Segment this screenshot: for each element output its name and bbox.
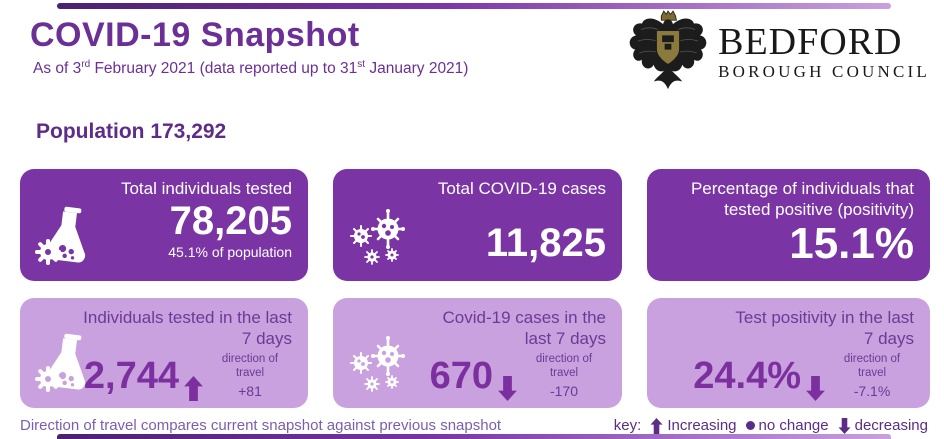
bottom-accent-bar <box>57 434 891 439</box>
card-cases-last-7-days: Covid-19 cases in the last 7 days 670 di… <box>333 298 622 408</box>
card-value: 11,825 <box>485 221 606 265</box>
key-label: key: <box>613 417 642 434</box>
subtitle-superscript: st <box>357 58 366 70</box>
direction-label-line2: travel <box>549 366 579 379</box>
seven-day-card-row: Individuals tested in the last 7 days 2,… <box>20 298 930 408</box>
card-value: 24.4% <box>693 355 801 398</box>
card-title-line2: 7 days <box>863 329 914 349</box>
card-tested-last-7-days: Individuals tested in the last 7 days 2,… <box>20 298 308 408</box>
key-item-decreasing: decreasing <box>838 417 928 434</box>
change-value: +81 <box>238 383 262 400</box>
card-total-covid-cases: Total COVID-19 cases 11,825 <box>333 169 622 281</box>
key-item-no-change: no change <box>745 417 829 434</box>
down-arrow-icon <box>498 376 517 401</box>
key-item-label: Increasing <box>667 417 737 434</box>
card-title: Total COVID-19 cases <box>437 179 606 198</box>
card-title: Test positivity in the last 7 days <box>661 307 914 350</box>
card-title-line1: Covid-19 cases in the <box>442 308 606 327</box>
subtitle-text: February 2021 (data reported up to 31 <box>90 60 358 77</box>
card-title-line1: Test positivity in the last <box>735 308 914 327</box>
direction-of-travel: direction of travel +81 <box>208 353 292 400</box>
key-item-label: no change <box>758 417 829 434</box>
down-arrow-icon <box>838 417 851 434</box>
card-title: Individuals tested in the last 7 days <box>34 307 292 350</box>
population-heading: Population 173,292 <box>36 120 227 143</box>
key-item-label: decreasing <box>854 417 928 434</box>
subtitle-text: As of 3 <box>33 60 82 77</box>
subtitle-text: January 2021) <box>365 60 469 77</box>
card-value-row: 2,744 direction of travel +81 <box>34 350 292 401</box>
header: COVID-19 Snapshot As of 3rd February 202… <box>30 16 468 78</box>
council-subname: BOROUGH COUNCIL <box>718 62 930 82</box>
council-logo: BEDFORD BOROUGH COUNCIL <box>626 8 930 98</box>
card-title-line2: last 7 days <box>524 329 606 349</box>
change-value: -170 <box>549 383 579 400</box>
card-value: 670 <box>429 355 493 398</box>
top-accent-bar <box>57 3 891 9</box>
change-value: -7.1% <box>853 383 891 400</box>
footer: Direction of travel compares current sna… <box>20 417 928 434</box>
totals-card-row: Total individuals tested 78,205 45.1% of… <box>20 169 930 281</box>
direction-label-line2: travel <box>235 366 265 379</box>
card-title-line2: tested positive (positivity) <box>724 200 914 220</box>
direction-of-travel: direction of travel -170 <box>522 353 606 400</box>
flask-icon <box>35 333 86 392</box>
card-title: Covid-19 cases in the last 7 days <box>347 307 606 350</box>
page-title: COVID-19 Snapshot <box>30 16 360 54</box>
as-of-date: As of 3rd February 2021 (data reported u… <box>33 58 469 78</box>
card-value: 2,744 <box>83 355 179 398</box>
council-logo-text: BEDFORD BOROUGH COUNCIL <box>718 20 930 82</box>
card-value: 15.1% <box>789 218 914 268</box>
card-title-line1: Percentage of individuals that <box>690 179 914 198</box>
eagle-crest-icon <box>629 10 707 90</box>
card-value-row: 24.4% direction of travel -7.1% <box>661 350 914 401</box>
card-total-individuals-tested: Total individuals tested 78,205 45.1% of… <box>20 169 308 281</box>
card-title: Total individuals tested <box>120 179 292 198</box>
key-item-increasing: Increasing <box>650 417 737 434</box>
card-value: 78,205 <box>169 199 292 244</box>
card-test-positivity-last-7-days: Test positivity in the last 7 days 24.4%… <box>647 298 930 408</box>
flask-icon <box>35 206 86 265</box>
card-caption: 45.1% of population <box>168 244 292 261</box>
direction-label-line1: direction of <box>221 353 279 366</box>
up-arrow-icon <box>184 376 203 401</box>
card-title-line1: Individuals tested in the last <box>83 308 292 327</box>
virus-icon <box>350 209 405 265</box>
direction-of-travel-note: Direction of travel compares current sna… <box>20 417 502 434</box>
card-value-row: 670 direction of travel -170 <box>347 350 606 401</box>
direction-of-travel: direction of travel -7.1% <box>830 353 914 400</box>
down-arrow-icon <box>806 376 825 401</box>
card-title: Percentage of individuals that tested po… <box>661 178 914 221</box>
subtitle-superscript: rd <box>81 58 91 70</box>
up-arrow-icon <box>650 417 663 434</box>
council-name: BEDFORD <box>718 20 903 63</box>
direction-label-line1: direction of <box>843 353 901 366</box>
direction-label-line1: direction of <box>535 353 593 366</box>
card-positivity: Percentage of individuals that tested po… <box>647 169 930 281</box>
direction-label-line2: travel <box>857 366 887 379</box>
virus-icon <box>350 336 405 392</box>
legend-key: key: Increasing no change decreasing <box>614 417 928 434</box>
dot-icon <box>745 421 755 430</box>
card-title-line2: 7 days <box>241 329 292 349</box>
